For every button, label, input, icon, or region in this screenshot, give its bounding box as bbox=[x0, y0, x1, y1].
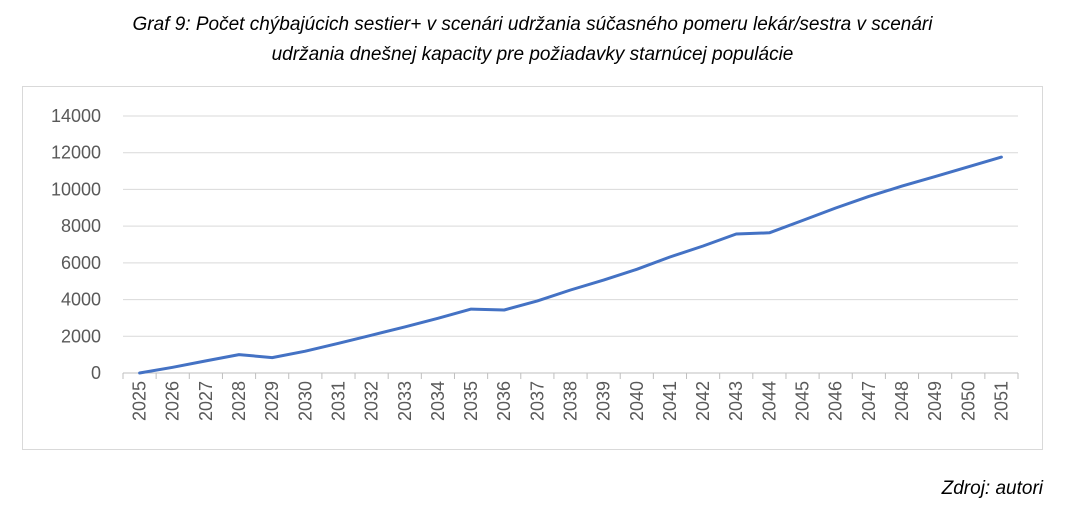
x-tick-label: 2047 bbox=[859, 381, 879, 421]
x-tick-label: 2029 bbox=[262, 381, 282, 421]
series-line bbox=[138, 155, 1003, 375]
x-tick-label: 2037 bbox=[527, 381, 547, 421]
x-tick-label: 2026 bbox=[163, 381, 183, 421]
x-tick-label: 2030 bbox=[295, 381, 315, 421]
chart-caption-line-1: Graf 9: Počet chýbajúcich sestier+ v sce… bbox=[132, 14, 933, 35]
x-tick-label: 2031 bbox=[328, 381, 348, 421]
y-tick-label: 4000 bbox=[61, 290, 101, 310]
x-tick-label: 2041 bbox=[660, 381, 680, 421]
x-tick-label: 2043 bbox=[726, 381, 746, 421]
source-note: Zdroj: autori bbox=[941, 478, 1043, 499]
chart-area: 0 2000 4000 6000 8000 10000 12000 14000 2025 2026… bbox=[22, 86, 1043, 450]
x-tick-label: 2025 bbox=[130, 381, 150, 421]
x-tick-label: 2051 bbox=[991, 381, 1011, 421]
line-chart: 0 2000 4000 6000 8000 10000 12000 14000 2025 2026… bbox=[51, 106, 1019, 421]
x-tick-label: 2036 bbox=[494, 381, 514, 421]
x-tick-label: 2048 bbox=[892, 381, 912, 421]
y-tick-label: 10000 bbox=[51, 179, 101, 199]
y-tick-label: 14000 bbox=[51, 106, 101, 126]
x-tick-label: 2040 bbox=[627, 381, 647, 421]
x-tick-label: 2045 bbox=[793, 381, 813, 421]
y-tick-label: 6000 bbox=[61, 253, 101, 273]
y-tick-label: 0 bbox=[91, 363, 101, 383]
x-tick-label: 2035 bbox=[461, 381, 481, 421]
x-tick-label: 2033 bbox=[395, 381, 415, 421]
x-tick-label: 2046 bbox=[826, 381, 846, 421]
y-tick-label: 8000 bbox=[61, 216, 101, 236]
x-tick-label: 2042 bbox=[693, 381, 713, 421]
x-tick-label: 2034 bbox=[428, 381, 448, 421]
x-tick-label: 2050 bbox=[958, 381, 978, 421]
x-tick-label: 2039 bbox=[594, 381, 614, 421]
x-tick-label: 2027 bbox=[196, 381, 216, 421]
y-tick-label: 2000 bbox=[61, 326, 101, 346]
x-tick-label: 2038 bbox=[561, 381, 581, 421]
y-tick-label: 12000 bbox=[51, 143, 101, 163]
x-tick-label: 2028 bbox=[229, 381, 249, 421]
chart-caption-line-2: udržania dnešnej kapacity pre požiadavky… bbox=[271, 44, 794, 65]
x-tick-label: 2032 bbox=[362, 381, 382, 421]
x-tick-label: 2044 bbox=[759, 381, 779, 421]
x-tick-label: 2049 bbox=[925, 381, 945, 421]
